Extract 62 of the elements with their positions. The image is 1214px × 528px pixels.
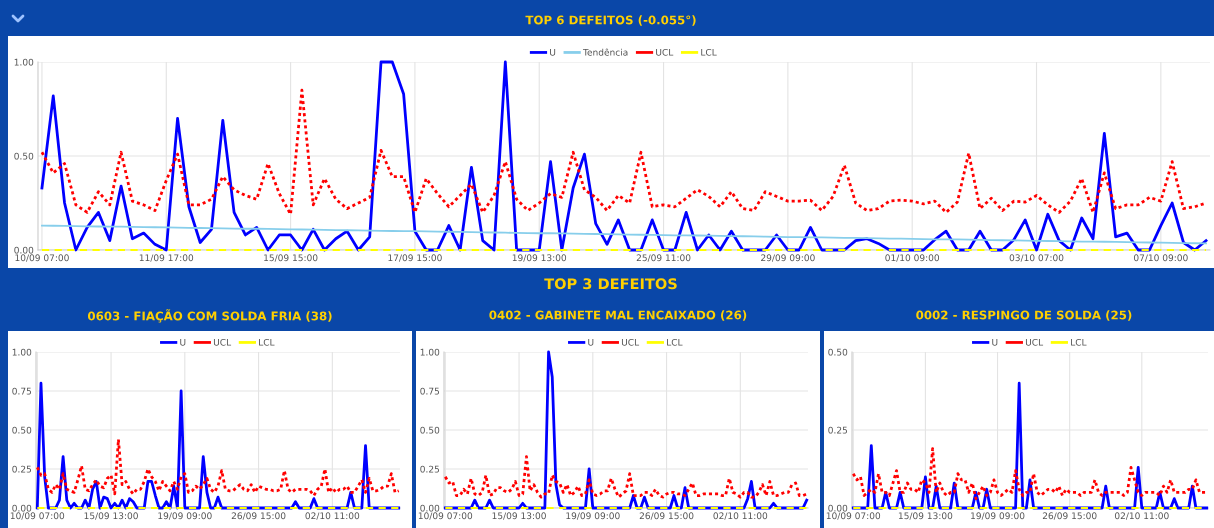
y-tick-label: 0.25 <box>828 426 848 434</box>
x-tick-label: 15/09 13:00 <box>84 512 138 520</box>
legend-label: LCL <box>259 338 275 346</box>
line-series <box>41 224 1207 245</box>
y-tick-label: 0.50 <box>12 426 32 434</box>
y-tick-label: 0.00 <box>828 504 848 512</box>
x-tick-label: 26/09 15:00 <box>1042 512 1097 520</box>
chart-title: 0402 - GABINETE MAL ENCAIXADO (26) <box>489 310 747 321</box>
legend-label: LCL <box>701 48 717 56</box>
chart-title: 0603 - FIAÇÃO COM SOLDA FRIA (38) <box>87 309 332 323</box>
y-tick-label: 1.00 <box>14 58 34 66</box>
x-tick-label: 15/09 15:00 <box>264 254 318 262</box>
legend-label: LCL <box>1071 338 1087 346</box>
legend-label: LCL <box>667 338 683 346</box>
legend-label: UCL <box>656 48 674 56</box>
y-tick-label: 0.50 <box>14 152 34 160</box>
line-series <box>35 437 401 497</box>
x-tick-label: 02/10 11:00 <box>1114 512 1169 520</box>
text: TOP 3 DEFEITOS <box>544 278 677 290</box>
legend-label: U <box>992 339 998 346</box>
x-tick-label: 11/09 17:00 <box>139 254 194 262</box>
x-tick-label: 19/09 13:00 <box>512 254 567 262</box>
x-tick-label: 10/09 07:00 <box>826 512 881 520</box>
x-tick-label: 07/10 09:00 <box>1133 254 1188 262</box>
x-tick-label: 19/09 09:00 <box>971 512 1025 520</box>
x-tick-label: 25/09 11:00 <box>636 254 691 262</box>
legend-label: Tendência <box>582 48 628 56</box>
line-series <box>443 455 809 499</box>
legend-label: UCL <box>621 338 640 346</box>
y-tick-label: 0.00 <box>420 504 440 512</box>
x-tick-label: 01/10 09:00 <box>885 254 940 262</box>
y-tick-label: 1.00 <box>12 348 32 356</box>
x-tick-label: 10/09 07:00 <box>15 254 69 262</box>
legend-label: U <box>180 339 186 346</box>
x-tick-label: 19/09 09:00 <box>566 512 620 520</box>
legend-label: U <box>588 339 594 346</box>
x-tick-label: 15/09 13:00 <box>898 512 953 520</box>
x-tick-label: 29/09 09:00 <box>761 254 815 262</box>
x-tick-label: 10/09 07:00 <box>10 512 65 520</box>
y-tick-label: 0.25 <box>420 465 440 473</box>
y-tick-label: 0.75 <box>12 387 32 395</box>
y-tick-label: 1.00 <box>420 348 440 356</box>
chart-title: TOP 6 DEFEITOS (-0.055°) <box>525 15 696 26</box>
legend-label: UCL <box>1025 338 1044 346</box>
y-tick-label: 0.50 <box>828 348 848 356</box>
y-tick-label: 0.00 <box>12 504 32 512</box>
x-tick-label: 03/10 07:00 <box>1009 254 1064 262</box>
x-tick-label: 17/09 15:00 <box>388 254 442 262</box>
legend-label: U <box>550 49 556 56</box>
chart-title: 0002 - RESPINGO DE SOLDA (25) <box>916 310 1132 321</box>
y-tick-label: 0.50 <box>420 426 440 434</box>
x-tick-label: 19/09 09:00 <box>158 512 212 520</box>
legend-label: UCL <box>213 338 232 346</box>
x-tick-label: 26/09 15:00 <box>639 512 694 520</box>
x-tick-label: 15/09 13:00 <box>492 512 546 520</box>
y-tick-label: 0.75 <box>420 387 440 395</box>
x-tick-label: 02/10 11:00 <box>713 512 768 520</box>
x-tick-label: 10/09 07:00 <box>418 512 473 520</box>
y-tick-label: 0.25 <box>12 465 32 473</box>
x-tick-label: 02/10 11:00 <box>305 512 360 520</box>
y-tick-label: 0.00 <box>14 246 34 254</box>
x-tick-label: 26/09 15:00 <box>231 512 286 520</box>
